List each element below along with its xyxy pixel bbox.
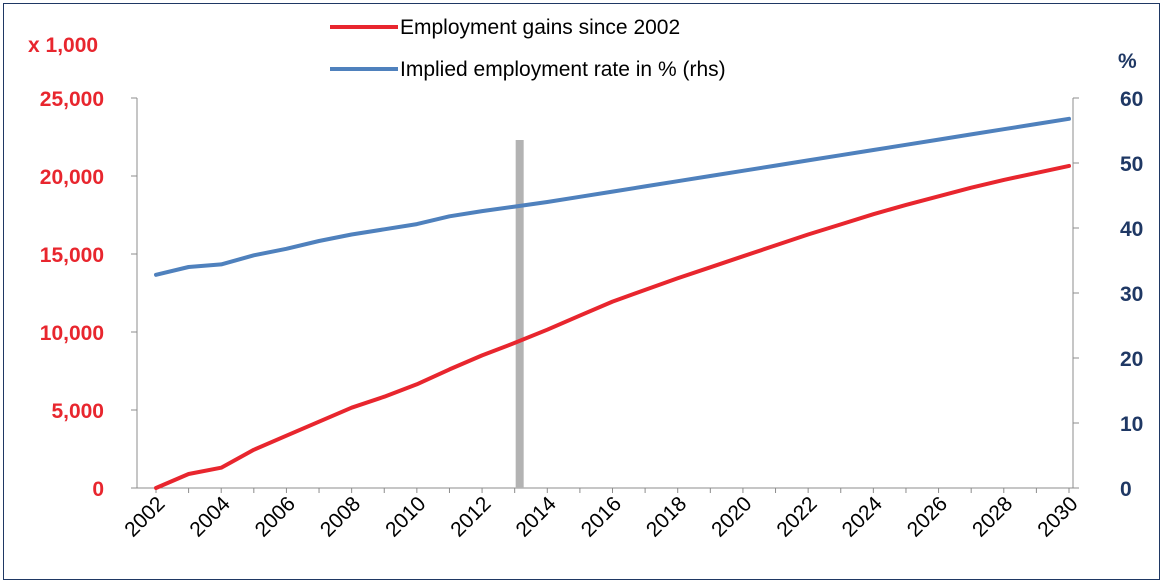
chart-frame <box>3 3 1160 580</box>
right-tick-label: 30 <box>1120 283 1143 306</box>
right-tick-label: 60 <box>1120 88 1143 111</box>
x-tick-label: 2002 <box>120 492 169 541</box>
right-tick-label: 50 <box>1120 153 1143 176</box>
legend: Employment gains since 2002 Implied empl… <box>330 16 726 81</box>
right-tick-label: 0 <box>1120 478 1132 501</box>
right-tick-label: 20 <box>1120 348 1143 371</box>
right-axis-ticks: 0 10 20 30 40 50 60 <box>1073 88 1143 501</box>
x-tick-label: 2028 <box>968 492 1017 541</box>
x-tick-label: 2016 <box>577 492 626 541</box>
x-tick-label: 2008 <box>316 492 365 541</box>
left-tick-label: 25,000 <box>40 88 104 111</box>
x-tick-label: 2030 <box>1033 492 1082 541</box>
legend-label-employment-gains: Employment gains since 2002 <box>400 16 680 39</box>
x-tick-label: 2004 <box>185 492 235 542</box>
left-tick-label: 15,000 <box>40 244 104 267</box>
x-tick-label: 2026 <box>903 492 952 541</box>
right-tick-label: 40 <box>1120 218 1143 241</box>
left-tick-label: 20,000 <box>40 166 104 189</box>
x-axis-ticks: 2002 2004 2006 2008 2010 2012 2014 2016 2018 2020… <box>120 488 1083 542</box>
left-tick-label: 0 <box>92 478 104 501</box>
x-tick-label: 2012 <box>446 492 495 541</box>
left-tick-label: 5,000 <box>51 400 104 423</box>
x-tick-label: 2020 <box>707 492 756 541</box>
x-tick-label: 2010 <box>381 492 430 541</box>
series-line-employment-gains <box>154 163 1071 490</box>
x-tick-label: 2022 <box>772 492 821 541</box>
right-axis-unit: % <box>1118 50 1137 73</box>
legend-label-employment-rate: Implied employment rate in % (rhs) <box>400 58 726 81</box>
left-axis-ticks: 0 5,000 10,000 15,000 20,000 25,000 <box>40 88 137 501</box>
x-tick-label: 2018 <box>642 492 691 541</box>
series-line-employment-rate <box>154 116 1071 277</box>
x-tick-label: 2014 <box>512 492 562 542</box>
left-axis-unit: x 1,000 <box>28 34 98 57</box>
x-tick-label: 2006 <box>251 492 300 541</box>
x-tick-label: 2024 <box>838 492 888 542</box>
series-layer <box>154 116 1071 490</box>
right-tick-label: 10 <box>1120 413 1143 436</box>
left-tick-label: 10,000 <box>40 322 104 345</box>
